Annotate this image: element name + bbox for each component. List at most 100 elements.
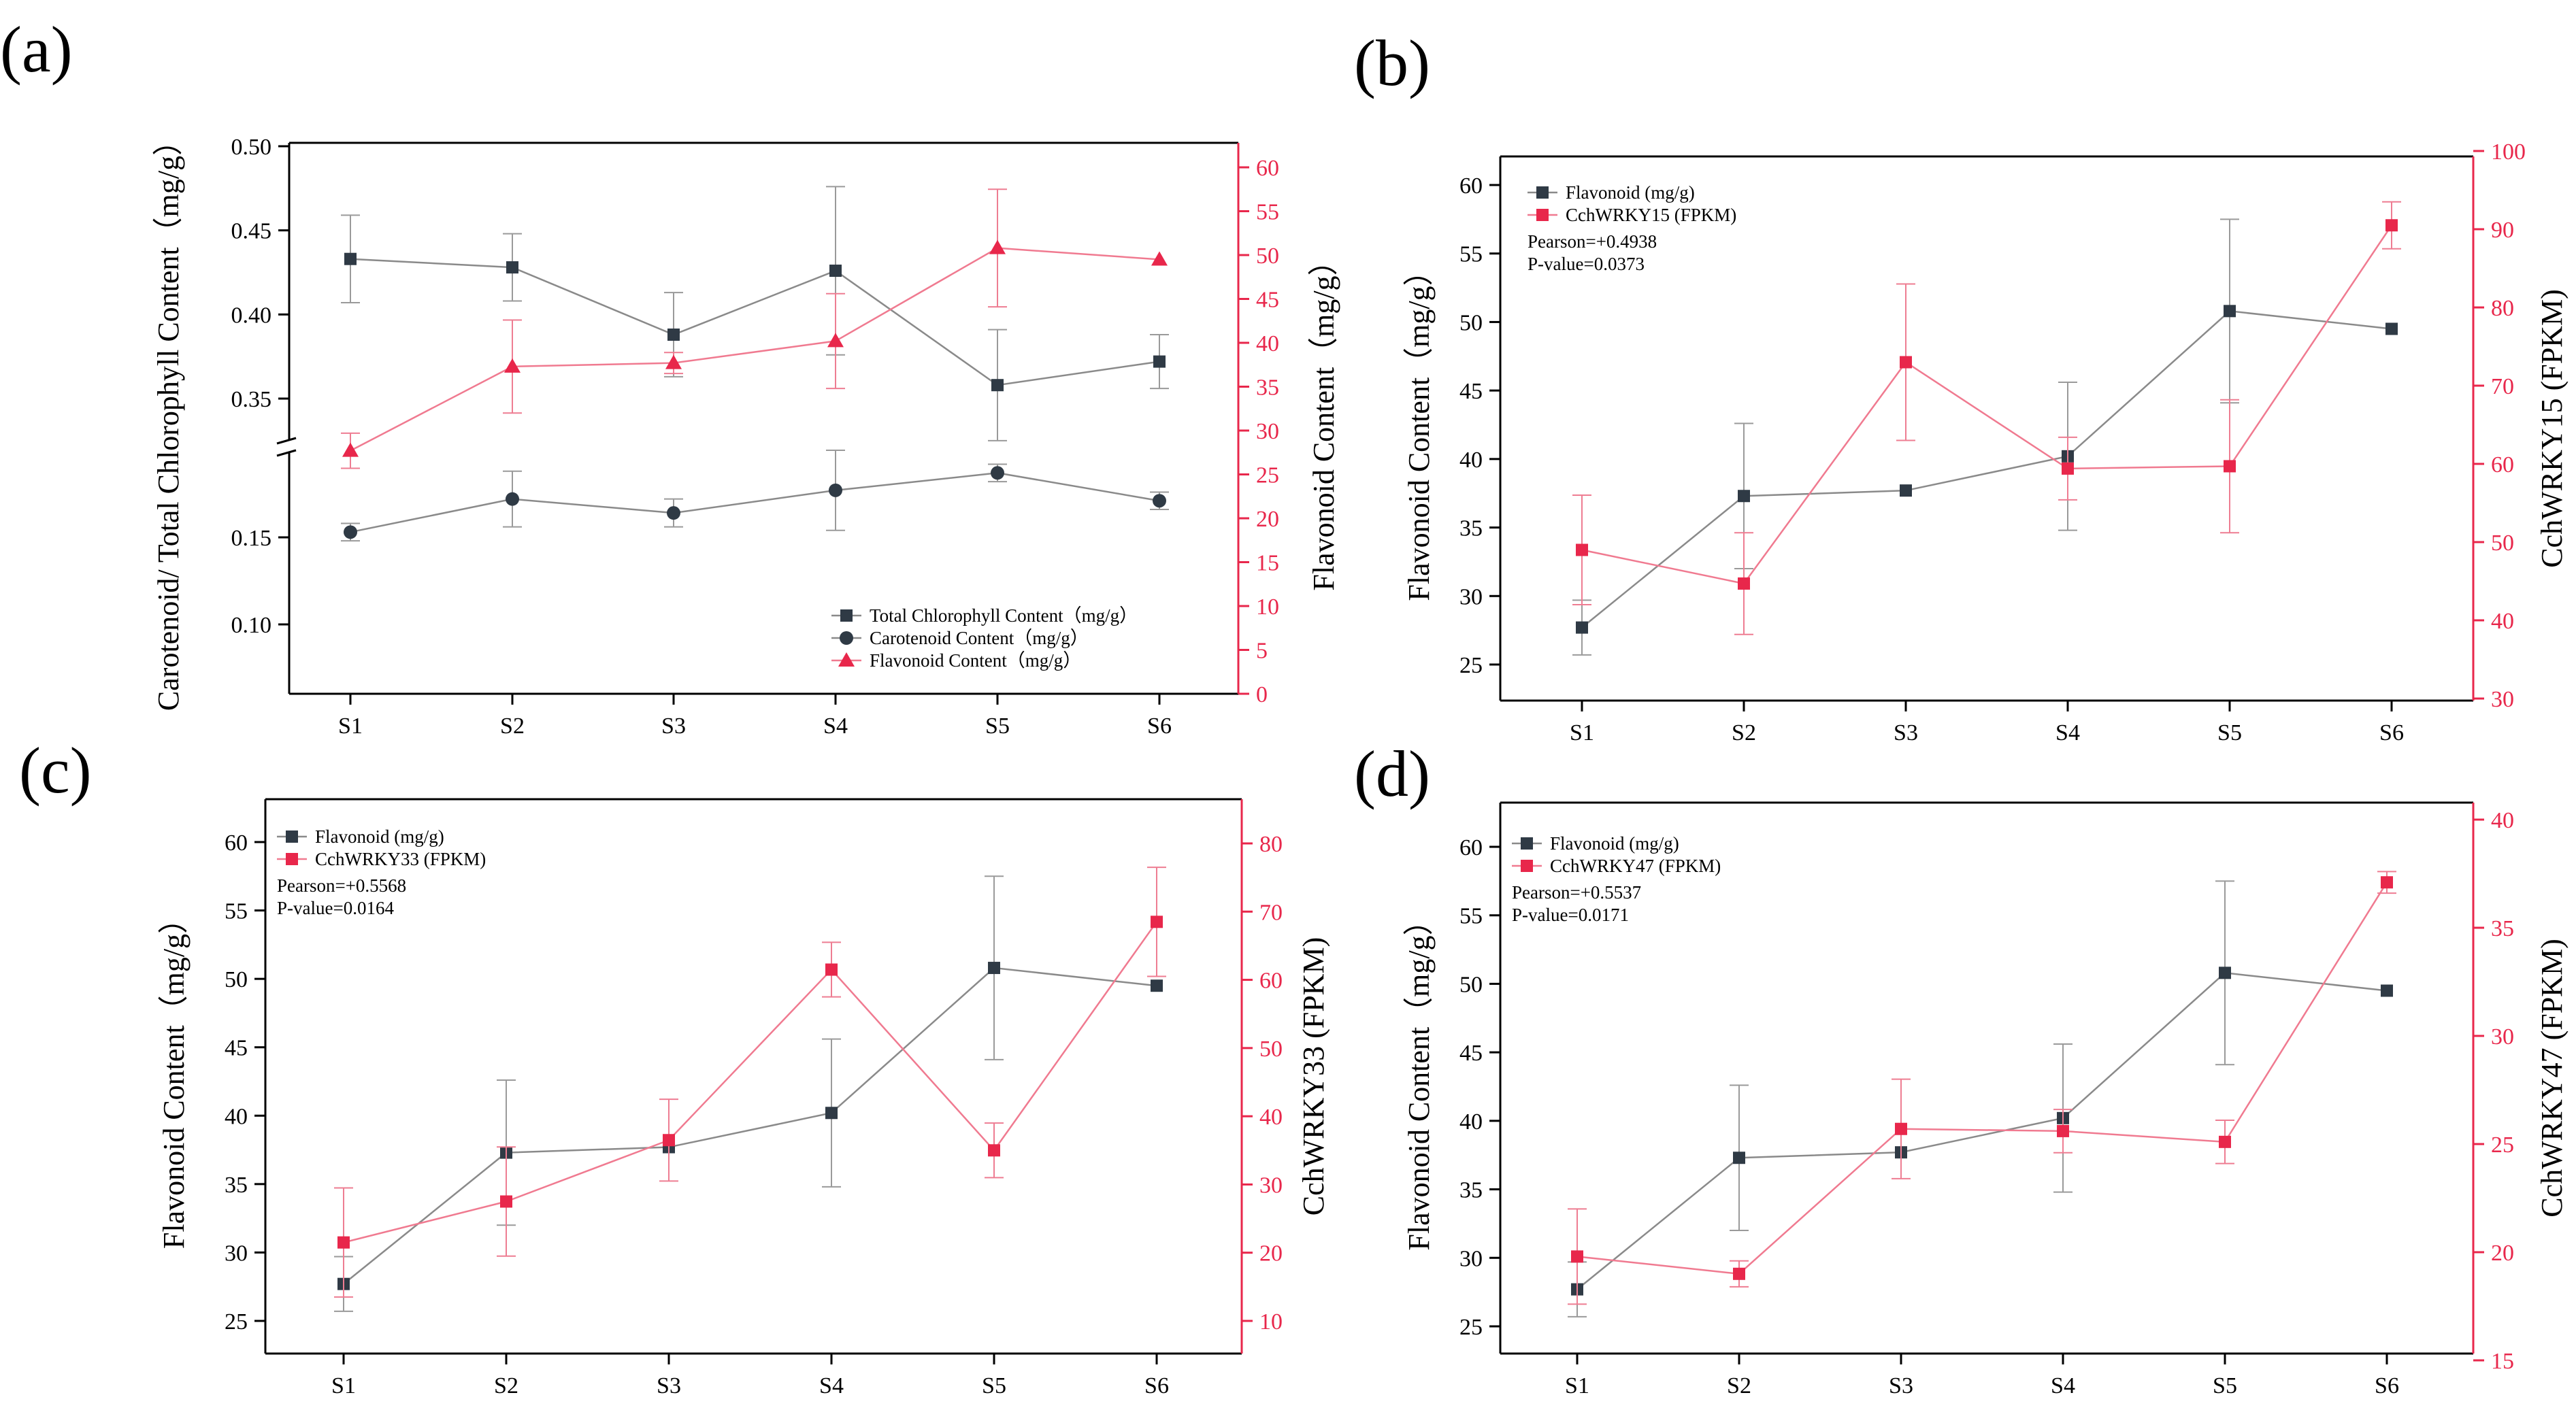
y-right-tick-label: 50 <box>1259 1037 1283 1062</box>
y-right-tick-label: 10 <box>1259 1309 1283 1335</box>
stat-text: Pearson=+0.5537 <box>1512 882 1641 903</box>
series-line <box>343 967 1157 1285</box>
data-point <box>2381 876 2393 889</box>
panel-c: (c) 25 30 35 40 45 50 55 60 10 20 30 40 50 60 70 80 S1 S2 S… <box>19 734 1330 1398</box>
data-point <box>2224 305 2236 318</box>
y-right-tick-label: 25 <box>2491 1132 2514 1158</box>
y-left-tick-label: 30 <box>1459 584 1483 609</box>
y-right-tick-label: 50 <box>1256 244 1279 269</box>
data-point <box>663 1134 675 1147</box>
y-left-tick-label: 55 <box>225 899 248 924</box>
x-tick-label: S5 <box>982 1373 1006 1398</box>
series-line <box>1576 972 2388 1290</box>
y-right-tick-label: 35 <box>1256 375 1279 401</box>
y-left-tick-label: 60 <box>1459 835 1483 860</box>
stat-text: P-value=0.0171 <box>1512 905 1629 925</box>
legend-label: Flavonoid (mg/g) <box>315 826 444 847</box>
data-point <box>2224 460 2236 473</box>
y-right-tick-label: 5 <box>1256 639 1268 664</box>
x-tick-label: S4 <box>2051 1373 2075 1398</box>
y-right-tick-label: 45 <box>1256 288 1279 313</box>
data-point <box>1733 1152 1745 1164</box>
x-tick-label: S4 <box>823 714 848 739</box>
y-right-tick-label: 20 <box>2491 1241 2514 1266</box>
data-point <box>2057 1124 2069 1137</box>
axis-break-mark <box>276 449 297 457</box>
data-point <box>1576 543 1588 556</box>
x-tick-label: S6 <box>1147 714 1172 739</box>
data-point <box>829 483 842 497</box>
data-point <box>506 261 518 274</box>
y-right-tick-label: 70 <box>1259 900 1283 925</box>
x-tick-label: S5 <box>2213 1373 2237 1398</box>
y-left-tick-label: 0.40 <box>231 303 272 328</box>
data-point <box>504 358 521 373</box>
y-right-tick-label: 15 <box>2491 1349 2514 1374</box>
y-left-tick-label: 25 <box>1459 1315 1483 1340</box>
data-point <box>1571 1250 1583 1263</box>
data-point <box>829 265 842 278</box>
data-point <box>1900 356 1912 369</box>
y-right-tick-label: 10 <box>1256 594 1279 620</box>
data-point <box>342 442 359 457</box>
data-point <box>1153 494 1166 508</box>
y-right-tick-label: 15 <box>1256 551 1279 576</box>
legend-marker <box>838 652 855 667</box>
y-left-tick-label: 40 <box>1459 1109 1483 1135</box>
y-axis-left-title: Flavonoid Content（mg/g） <box>157 904 191 1249</box>
x-tick-label: S3 <box>1889 1373 1913 1398</box>
legend-label: CchWRKY47 (FPKM) <box>1550 856 1721 876</box>
data-point <box>1895 1122 1907 1135</box>
y-left-tick-label: 50 <box>225 967 248 992</box>
x-tick-label: S4 <box>2055 720 2080 745</box>
x-tick-label: S3 <box>657 1373 681 1398</box>
y-right-tick-label: 20 <box>1259 1241 1283 1266</box>
y-left-tick-label: 30 <box>1459 1246 1483 1271</box>
x-tick-label: S1 <box>338 714 363 739</box>
y-left-tick-label: 35 <box>225 1173 248 1198</box>
y-right-tick-label: 25 <box>1256 463 1279 488</box>
y-left-tick-label: 50 <box>1459 310 1483 335</box>
data-point <box>991 379 1004 392</box>
data-point <box>825 1107 838 1120</box>
x-tick-label: S5 <box>985 714 1010 739</box>
y-left-tick-label: 40 <box>225 1104 248 1129</box>
legend-label: Flavonoid (mg/g) <box>1550 833 1679 854</box>
series-line <box>1576 882 2388 1275</box>
y-left-tick-label: 35 <box>1459 1178 1483 1203</box>
stat-text: Pearson=+0.5568 <box>277 875 406 896</box>
legend-marker <box>840 609 853 622</box>
y-right-tick-label: 30 <box>1256 419 1279 444</box>
data-point <box>1153 355 1166 368</box>
data-point <box>2381 984 2393 997</box>
y-left-tick-label: 0.10 <box>231 613 272 638</box>
y-right-tick-label: 0 <box>1256 682 1268 707</box>
y-left-tick-label: 40 <box>1459 448 1483 473</box>
legend-marker <box>286 830 298 843</box>
data-point <box>1733 1267 1745 1280</box>
series-line <box>1581 224 2393 585</box>
y-left-tick-label: 25 <box>225 1309 248 1335</box>
series-line <box>350 472 1160 533</box>
y-right-tick-label: 20 <box>1256 507 1279 532</box>
data-point <box>991 466 1004 480</box>
data-point <box>2219 1135 2231 1148</box>
data-point <box>500 1195 512 1208</box>
x-tick-label: S3 <box>661 714 686 739</box>
data-point <box>337 1236 350 1249</box>
stat-text: P-value=0.0164 <box>277 898 394 918</box>
data-point <box>506 492 519 506</box>
x-tick-label: S2 <box>494 1373 518 1398</box>
legend-label: Carotenoid Content（mg/g） <box>870 628 1089 648</box>
y-left-tick-label: 60 <box>1459 173 1483 199</box>
series-line <box>343 921 1158 1243</box>
y-left-tick-label: 0.45 <box>231 219 272 244</box>
panel-label: (d) <box>1354 737 1430 810</box>
x-tick-label: S2 <box>1732 720 1756 745</box>
legend-label: Flavonoid (mg/g) <box>1566 182 1695 203</box>
legend-label: Flavonoid Content（mg/g） <box>870 650 1081 671</box>
x-tick-label: S2 <box>500 714 525 739</box>
y-left-tick-label: 25 <box>1459 653 1483 678</box>
data-point <box>665 354 682 369</box>
legend-marker <box>1536 209 1549 221</box>
